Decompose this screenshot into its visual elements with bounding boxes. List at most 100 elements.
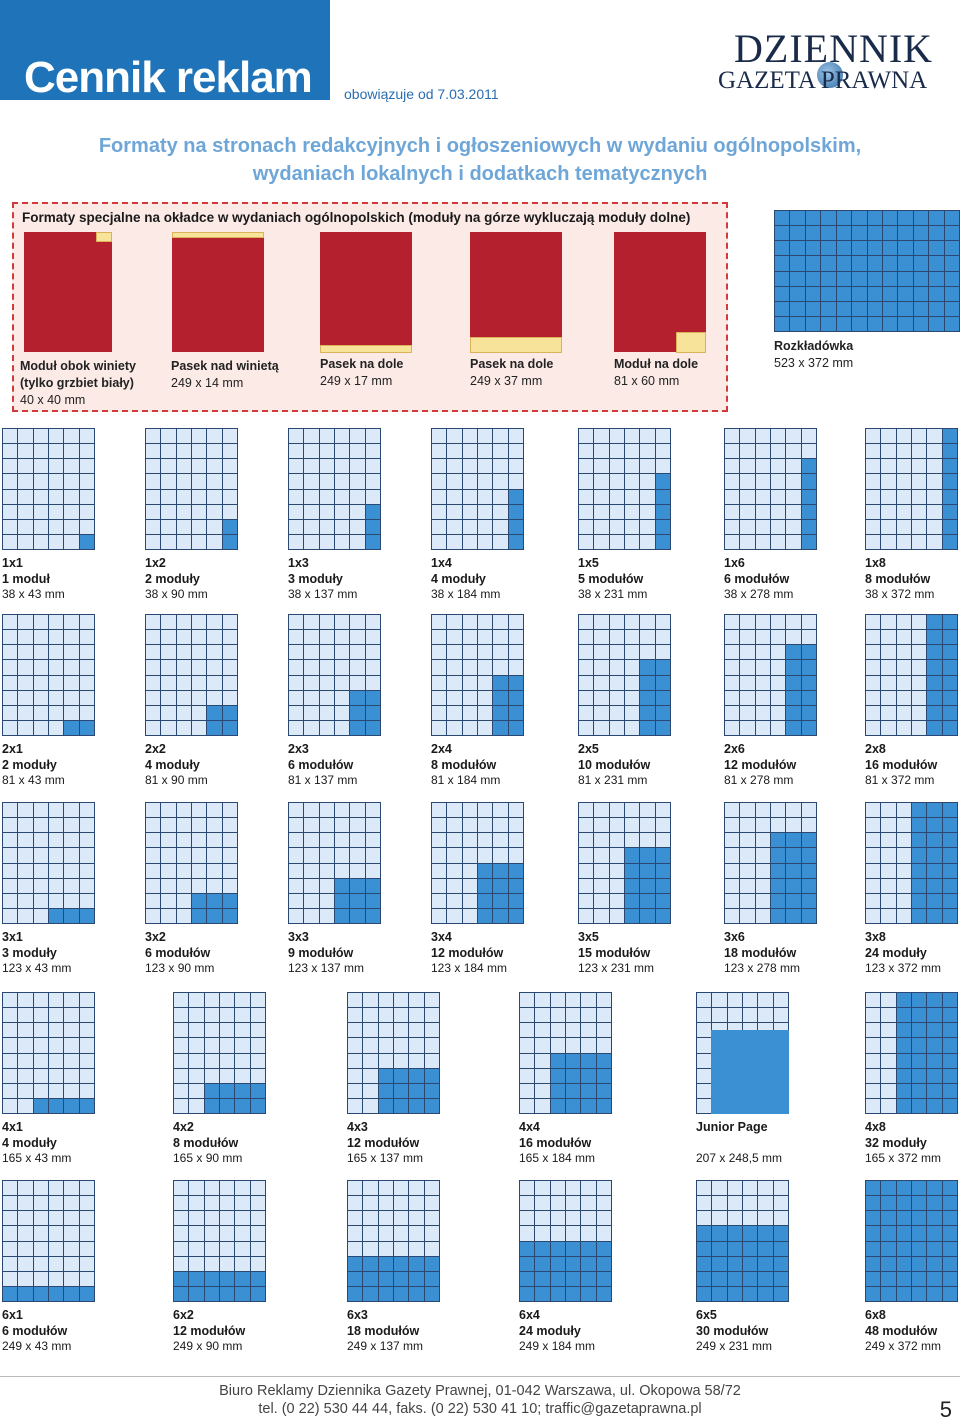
module-cell [640, 474, 656, 490]
module-cell [79, 878, 95, 894]
module-cell [3, 878, 19, 894]
module-cell [447, 630, 463, 646]
module-cell [204, 1241, 220, 1257]
module-cell [48, 615, 65, 631]
module-cell [161, 675, 177, 691]
module-cell [640, 489, 656, 505]
module-cell [219, 1211, 236, 1227]
module-cell [725, 720, 741, 736]
module-cell [393, 1038, 410, 1054]
module-cell-filled [913, 256, 930, 272]
module-cell [508, 474, 524, 490]
module-cell [18, 615, 34, 631]
module-cell [204, 1181, 220, 1197]
module-cell [927, 459, 943, 475]
module-cell-filled [913, 241, 930, 257]
module-cell [334, 429, 351, 445]
format-label: 6x5 30 modułów 249 x 231 mm [696, 1308, 772, 1355]
module-cell [609, 444, 625, 460]
module-cell [581, 1211, 597, 1227]
module-cell [191, 630, 208, 646]
module-cell [609, 803, 625, 819]
module-cell [565, 1226, 582, 1242]
module-cell-filled [927, 1083, 943, 1099]
module-cell [363, 1241, 379, 1257]
module-cell [740, 645, 756, 661]
module-cell [896, 803, 912, 819]
module-cell [896, 863, 912, 879]
module-cell [594, 660, 610, 676]
module-cell-filled [174, 1286, 190, 1302]
module-cell [189, 1226, 205, 1242]
module-cell [462, 459, 478, 475]
module-cell [222, 878, 238, 894]
module-cell [581, 1181, 597, 1197]
module-cell-filled [207, 705, 223, 721]
module-cell [393, 1053, 410, 1069]
module-cell-filled [596, 1256, 612, 1272]
module-cell [911, 675, 928, 691]
module-cell [866, 1023, 882, 1039]
module-cell [304, 534, 320, 550]
module-cell-filled [911, 848, 928, 864]
module-cell [79, 1271, 95, 1287]
module-cell [189, 1023, 205, 1039]
format-dims: 81 x 137 mm [288, 773, 358, 787]
module-cell-filled [535, 1241, 551, 1257]
module-cell [48, 705, 65, 721]
module-cell-filled [896, 1241, 912, 1257]
module-cell-filled [898, 301, 914, 317]
module-cell [393, 1008, 410, 1024]
module-cell [79, 474, 95, 490]
module-cell-filled [640, 720, 656, 736]
module-cell-filled [882, 226, 899, 242]
module-cell [725, 675, 741, 691]
module-cell [365, 630, 381, 646]
module-cell [535, 1196, 551, 1212]
format-code: 6x3 [347, 1308, 368, 1322]
module-cell-filled [640, 878, 656, 894]
module-cell [48, 675, 65, 691]
module-cell [640, 833, 656, 849]
module-cell [64, 803, 80, 819]
module-cell [881, 660, 897, 676]
module-cell-filled [655, 690, 671, 706]
format-label: 6x4 24 moduły 249 x 184 mm [519, 1308, 595, 1355]
module-cell [758, 1211, 774, 1227]
module-cell [18, 1271, 34, 1287]
module-cell-filled [250, 1098, 266, 1114]
module-cell-filled [773, 1271, 789, 1287]
module-cell [18, 720, 34, 736]
module-cell-filled [770, 893, 787, 909]
module-cell-filled [409, 1068, 425, 1084]
module-cell [363, 1008, 379, 1024]
module-cell [550, 1211, 566, 1227]
module-cell [304, 690, 320, 706]
module-cell-filled [927, 1023, 943, 1039]
module-cell [319, 534, 335, 550]
module-cell [219, 1053, 236, 1069]
module-cell-filled [424, 1098, 440, 1114]
module-cell-filled [655, 675, 671, 691]
module-cell [3, 993, 19, 1009]
module-cell [432, 848, 448, 864]
module-cell [881, 1023, 897, 1039]
format-dims: 38 x 43 mm [2, 587, 65, 601]
module-cell [146, 444, 162, 460]
module-cell [79, 660, 95, 676]
module-cell-filled [866, 1271, 882, 1287]
format-count: 3 moduły [2, 945, 57, 960]
module-cell [432, 863, 448, 879]
format-code: Junior Page [696, 1120, 768, 1134]
module-cell [222, 675, 238, 691]
module-cell [289, 474, 305, 490]
module-cell [48, 1023, 65, 1039]
module-cell [365, 660, 381, 676]
module-cell-filled [882, 316, 899, 332]
module-cell [740, 675, 756, 691]
module-cell [48, 1181, 65, 1197]
module-cell [927, 534, 943, 550]
module-cell [146, 615, 162, 631]
module-cell [219, 1068, 236, 1084]
module-cell [596, 1023, 612, 1039]
